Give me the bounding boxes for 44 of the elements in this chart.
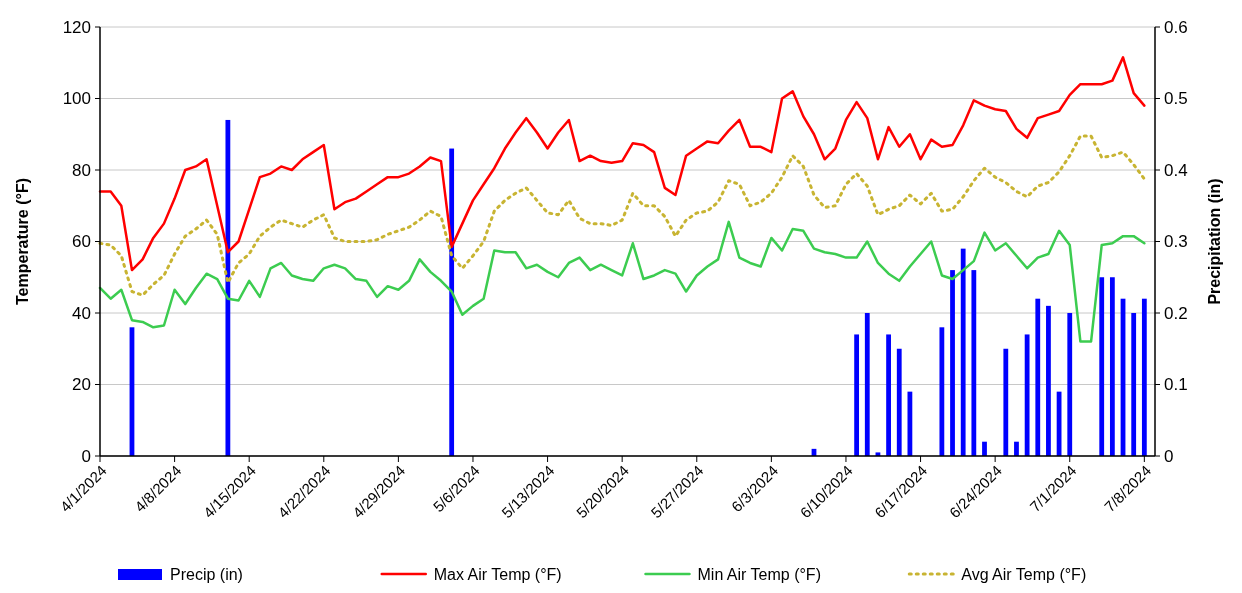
y2-tick-label: 0	[1164, 446, 1174, 466]
y-axis-title: Temperature (°F)	[14, 177, 31, 306]
bar	[896, 348, 902, 456]
y-tick-label: 100	[62, 89, 91, 109]
legend-label: Avg Air Temp (°F)	[961, 565, 1087, 583]
line-series	[98, 134, 1146, 297]
y-tick-label: 80	[72, 160, 91, 180]
y2-tick-label: 0.2	[1164, 303, 1188, 323]
bar	[939, 327, 945, 456]
y2-tick-label: 0.3	[1164, 232, 1188, 252]
y-tick-label: 40	[72, 303, 91, 323]
y-tick-label: 0	[81, 446, 91, 466]
bar	[1024, 334, 1030, 456]
y-tick-label: 120	[62, 17, 91, 37]
bar	[886, 334, 891, 456]
bar	[1109, 277, 1115, 456]
bar	[1046, 305, 1051, 456]
bar	[225, 119, 231, 456]
line-series	[98, 220, 1146, 343]
legend-label: Max Air Temp (°F)	[433, 565, 562, 583]
legend-label: Precip (in)	[170, 565, 243, 583]
legend-label: Min Air Temp (°F)	[697, 565, 821, 583]
line-series	[98, 56, 1146, 272]
y-tick-label: 60	[72, 232, 91, 252]
y2-tick-label: 0.4	[1164, 160, 1188, 180]
y2-tick-label: 0.6	[1164, 17, 1188, 37]
bar	[1131, 313, 1137, 456]
bar	[854, 334, 860, 456]
bar	[950, 270, 955, 456]
bar	[1003, 348, 1009, 456]
y2-tick-label: 0.1	[1164, 375, 1188, 395]
bar	[1035, 298, 1041, 456]
bar	[1141, 298, 1147, 456]
bar	[864, 313, 870, 456]
y2-tick-label: 0.5	[1164, 89, 1188, 109]
bar	[1099, 277, 1105, 456]
y2-axis-title: Precipitation (in)	[1206, 178, 1223, 305]
bar	[449, 148, 455, 456]
bar	[1067, 313, 1073, 456]
y-tick-label: 20	[72, 375, 91, 395]
bar	[960, 248, 966, 456]
bar	[1014, 441, 1019, 456]
bar	[971, 270, 977, 456]
bar	[982, 441, 987, 456]
